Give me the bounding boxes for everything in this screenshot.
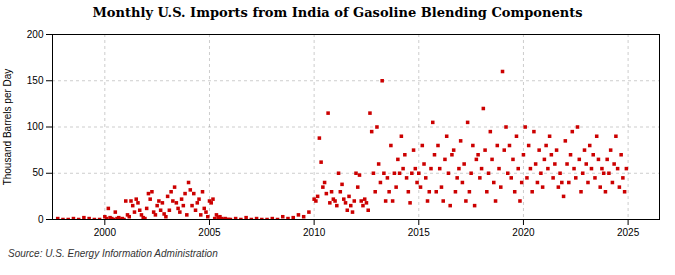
html-text:Monthly U.S. Imports from Indi: Monthly U.S. Imports from India of Gasol… — [92, 5, 583, 20]
svg-text:100: 100 — [27, 121, 44, 132]
svg-text:0: 0 — [38, 214, 44, 225]
svg-text:200: 200 — [27, 29, 44, 40]
svg-text:2020: 2020 — [512, 227, 535, 238]
svg-text:2005: 2005 — [198, 227, 221, 238]
html-text:Source: U.S. Energy Informatio: Source: U.S. Energy Information Administ… — [8, 248, 218, 259]
svg-text:50: 50 — [32, 167, 44, 178]
svg-text:2010: 2010 — [303, 227, 326, 238]
svg-text:2015: 2015 — [408, 227, 431, 238]
svg-text:2000: 2000 — [94, 227, 117, 238]
svg-text:Thousand Barrels per Day: Thousand Barrels per Day — [2, 69, 13, 186]
svg-text:150: 150 — [27, 75, 44, 86]
svg-text:2025: 2025 — [617, 227, 640, 238]
